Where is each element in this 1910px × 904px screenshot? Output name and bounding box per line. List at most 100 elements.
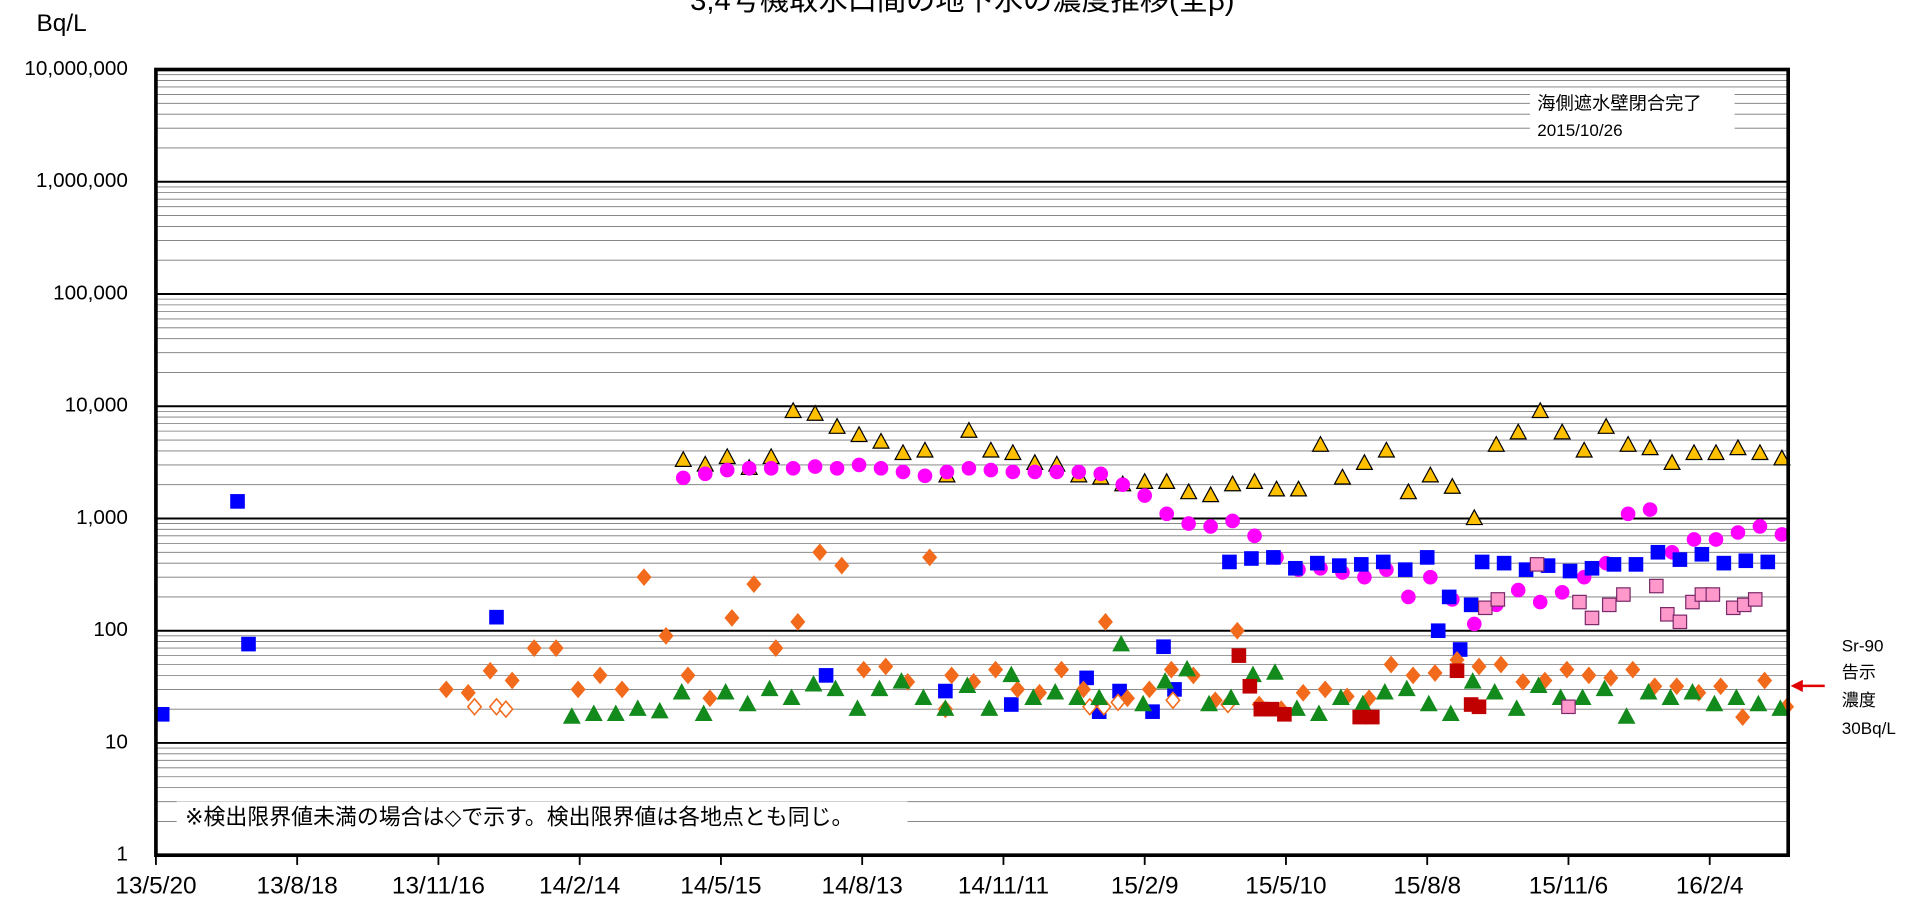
circle-marker — [1620, 506, 1636, 522]
triangle-marker — [980, 699, 999, 716]
triangle-marker — [650, 701, 669, 719]
y-tick-label: 10 — [105, 730, 128, 753]
triangle-marker — [1573, 688, 1592, 705]
triangle-marker — [958, 676, 977, 693]
diamond-marker — [834, 556, 850, 575]
diamond-marker — [614, 680, 630, 699]
square-marker — [1649, 578, 1664, 594]
circle-marker — [1049, 464, 1065, 480]
square-marker — [1419, 550, 1435, 565]
triangle-marker — [1156, 672, 1175, 689]
y-axis-label: Bq/L — [37, 10, 87, 37]
square-marker — [1003, 697, 1019, 712]
triangle-marker — [1331, 688, 1350, 705]
circle-marker — [917, 468, 933, 484]
square-marker — [1441, 589, 1457, 605]
square-marker — [1288, 560, 1303, 576]
diamond-marker — [1735, 708, 1751, 726]
triangle-marker — [1266, 663, 1284, 680]
y-tick-label: 1 — [116, 843, 128, 866]
triangle-marker — [1727, 688, 1746, 705]
diamond-marker — [746, 575, 762, 593]
triangle-marker — [914, 688, 933, 705]
triangle-marker — [1553, 422, 1572, 440]
circle-marker — [1247, 528, 1262, 544]
triangle-marker — [1223, 474, 1242, 492]
triangle-marker — [1178, 659, 1197, 677]
diamond-marker — [438, 680, 454, 699]
triangle-marker — [1200, 694, 1218, 712]
diamond-marker — [1757, 671, 1773, 690]
triangle-marker — [1287, 699, 1306, 716]
circle-marker — [1027, 464, 1043, 480]
diamond-marker — [1713, 677, 1729, 696]
circle-marker — [1532, 594, 1548, 610]
circle-marker — [1686, 532, 1702, 547]
triangle-marker — [1003, 443, 1022, 461]
square-marker — [1474, 554, 1490, 570]
triangle-marker — [1024, 688, 1043, 705]
square-marker — [1244, 551, 1259, 566]
triangle-marker — [716, 682, 735, 700]
diamond-marker — [1405, 666, 1421, 685]
square-marker — [1277, 706, 1292, 722]
diamond-marker — [1110, 693, 1126, 712]
square-marker — [1660, 607, 1675, 622]
diamond-marker — [1229, 621, 1245, 640]
triangle-marker — [1419, 694, 1438, 712]
triangle-marker — [870, 679, 889, 697]
diamond-marker — [1317, 680, 1333, 699]
side-note: 30Bq/L — [1842, 719, 1896, 738]
arrow — [1790, 679, 1825, 692]
triangle-marker — [1529, 676, 1548, 693]
triangle-marker — [1397, 679, 1416, 697]
triangle-marker — [1749, 694, 1768, 712]
circle-marker — [1357, 569, 1372, 585]
diamond-marker — [1493, 655, 1509, 674]
square-marker — [230, 494, 245, 509]
triangle-marker — [562, 707, 581, 724]
diamond-marker — [1559, 660, 1575, 679]
circle-marker — [829, 460, 845, 476]
triangle-marker — [1507, 699, 1526, 716]
square-marker — [1471, 699, 1487, 715]
triangle-marker — [981, 441, 1000, 458]
triangle-marker — [1751, 443, 1769, 461]
note: ※検出限界値未満の場合は◇で示す。検出限界値は各地点とも同じ。 — [185, 804, 853, 829]
circle-marker — [1225, 513, 1240, 529]
triangle-marker — [1134, 694, 1153, 712]
diamond-marker — [1295, 683, 1311, 702]
circle-marker — [1005, 464, 1021, 480]
grid — [155, 68, 1789, 857]
triangle-marker — [1443, 477, 1462, 494]
square-marker — [1266, 550, 1281, 565]
triangle-marker — [1772, 449, 1791, 466]
square-marker — [1760, 554, 1776, 570]
y-tick-label: 1,000,000 — [36, 169, 128, 192]
chart-title: 3,4号機取水口間の地下水の濃度推移(全β) — [690, 0, 1234, 17]
triangle-marker — [1729, 438, 1747, 456]
triangle-marker — [1068, 688, 1087, 705]
triangle-marker — [804, 674, 823, 692]
triangle-marker — [1617, 707, 1636, 724]
diamond-marker — [790, 612, 806, 631]
diamond-marker — [636, 568, 652, 587]
x-tick-label: 14/2/14 — [539, 872, 620, 899]
square-marker — [1449, 663, 1465, 679]
square-marker — [1628, 557, 1644, 572]
circle-marker — [895, 464, 911, 480]
triangle-marker — [872, 432, 890, 449]
diamond-marker — [1141, 680, 1157, 699]
diamond-marker — [988, 660, 1004, 679]
triangle-marker — [1661, 688, 1680, 705]
square-marker — [1353, 557, 1369, 572]
x-tick-label: 15/8/8 — [1393, 872, 1461, 899]
circle-marker — [1181, 516, 1196, 531]
square-marker — [1264, 701, 1280, 717]
square-marker — [1616, 587, 1631, 602]
triangle-marker — [1179, 482, 1198, 500]
diamond-marker — [570, 680, 586, 699]
square-marker — [1231, 648, 1247, 663]
x-tick-label: 15/5/10 — [1245, 872, 1326, 899]
square-marker — [1375, 554, 1391, 570]
